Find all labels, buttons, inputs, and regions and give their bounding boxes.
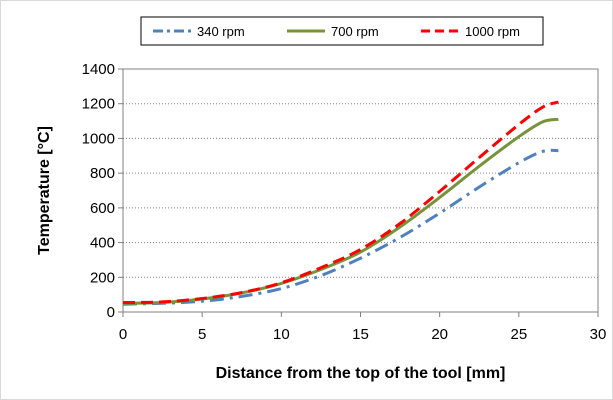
x-tick-label: 25 <box>510 326 527 343</box>
legend: 340 rpm 700 rpm 1000 rpm <box>140 16 544 46</box>
y-tick-label: 1000 <box>82 130 115 147</box>
legend-box <box>140 16 544 46</box>
y-tick-label: 800 <box>90 165 115 182</box>
y-tick-label: 200 <box>90 269 115 286</box>
y-tick-label: 400 <box>90 235 115 252</box>
x-axis-title: Distance from the top of the tool [mm] <box>216 365 506 382</box>
x-tick-label: 0 <box>119 326 127 343</box>
plot-area-border <box>122 68 599 313</box>
y-tick-label: 0 <box>107 304 115 321</box>
gridlines <box>123 103 598 278</box>
legend-label: 1000 rpm <box>465 24 520 39</box>
legend-label: 340 rpm <box>197 24 245 39</box>
series-layer <box>122 100 559 306</box>
series-line-3 <box>122 100 559 304</box>
y-axis-title: Temperature [°C] <box>36 126 53 255</box>
series-line-1 <box>122 148 559 306</box>
y-tick-label: 1400 <box>82 61 115 78</box>
legend-label: 700 rpm <box>331 24 379 39</box>
x-tick-label: 5 <box>198 326 206 343</box>
x-tick-label: 20 <box>431 326 448 343</box>
x-tick-label: 30 <box>590 326 607 343</box>
y-tick-label: 1200 <box>82 96 115 113</box>
x-tick-label: 15 <box>352 326 369 343</box>
y-axis-ticks: 0 200 400 600 800 1000 1200 1400 <box>82 61 123 321</box>
x-axis-ticks: 0 5 10 15 20 25 30 <box>119 312 607 343</box>
x-tick-label: 10 <box>273 326 290 343</box>
y-tick-label: 600 <box>90 200 115 217</box>
